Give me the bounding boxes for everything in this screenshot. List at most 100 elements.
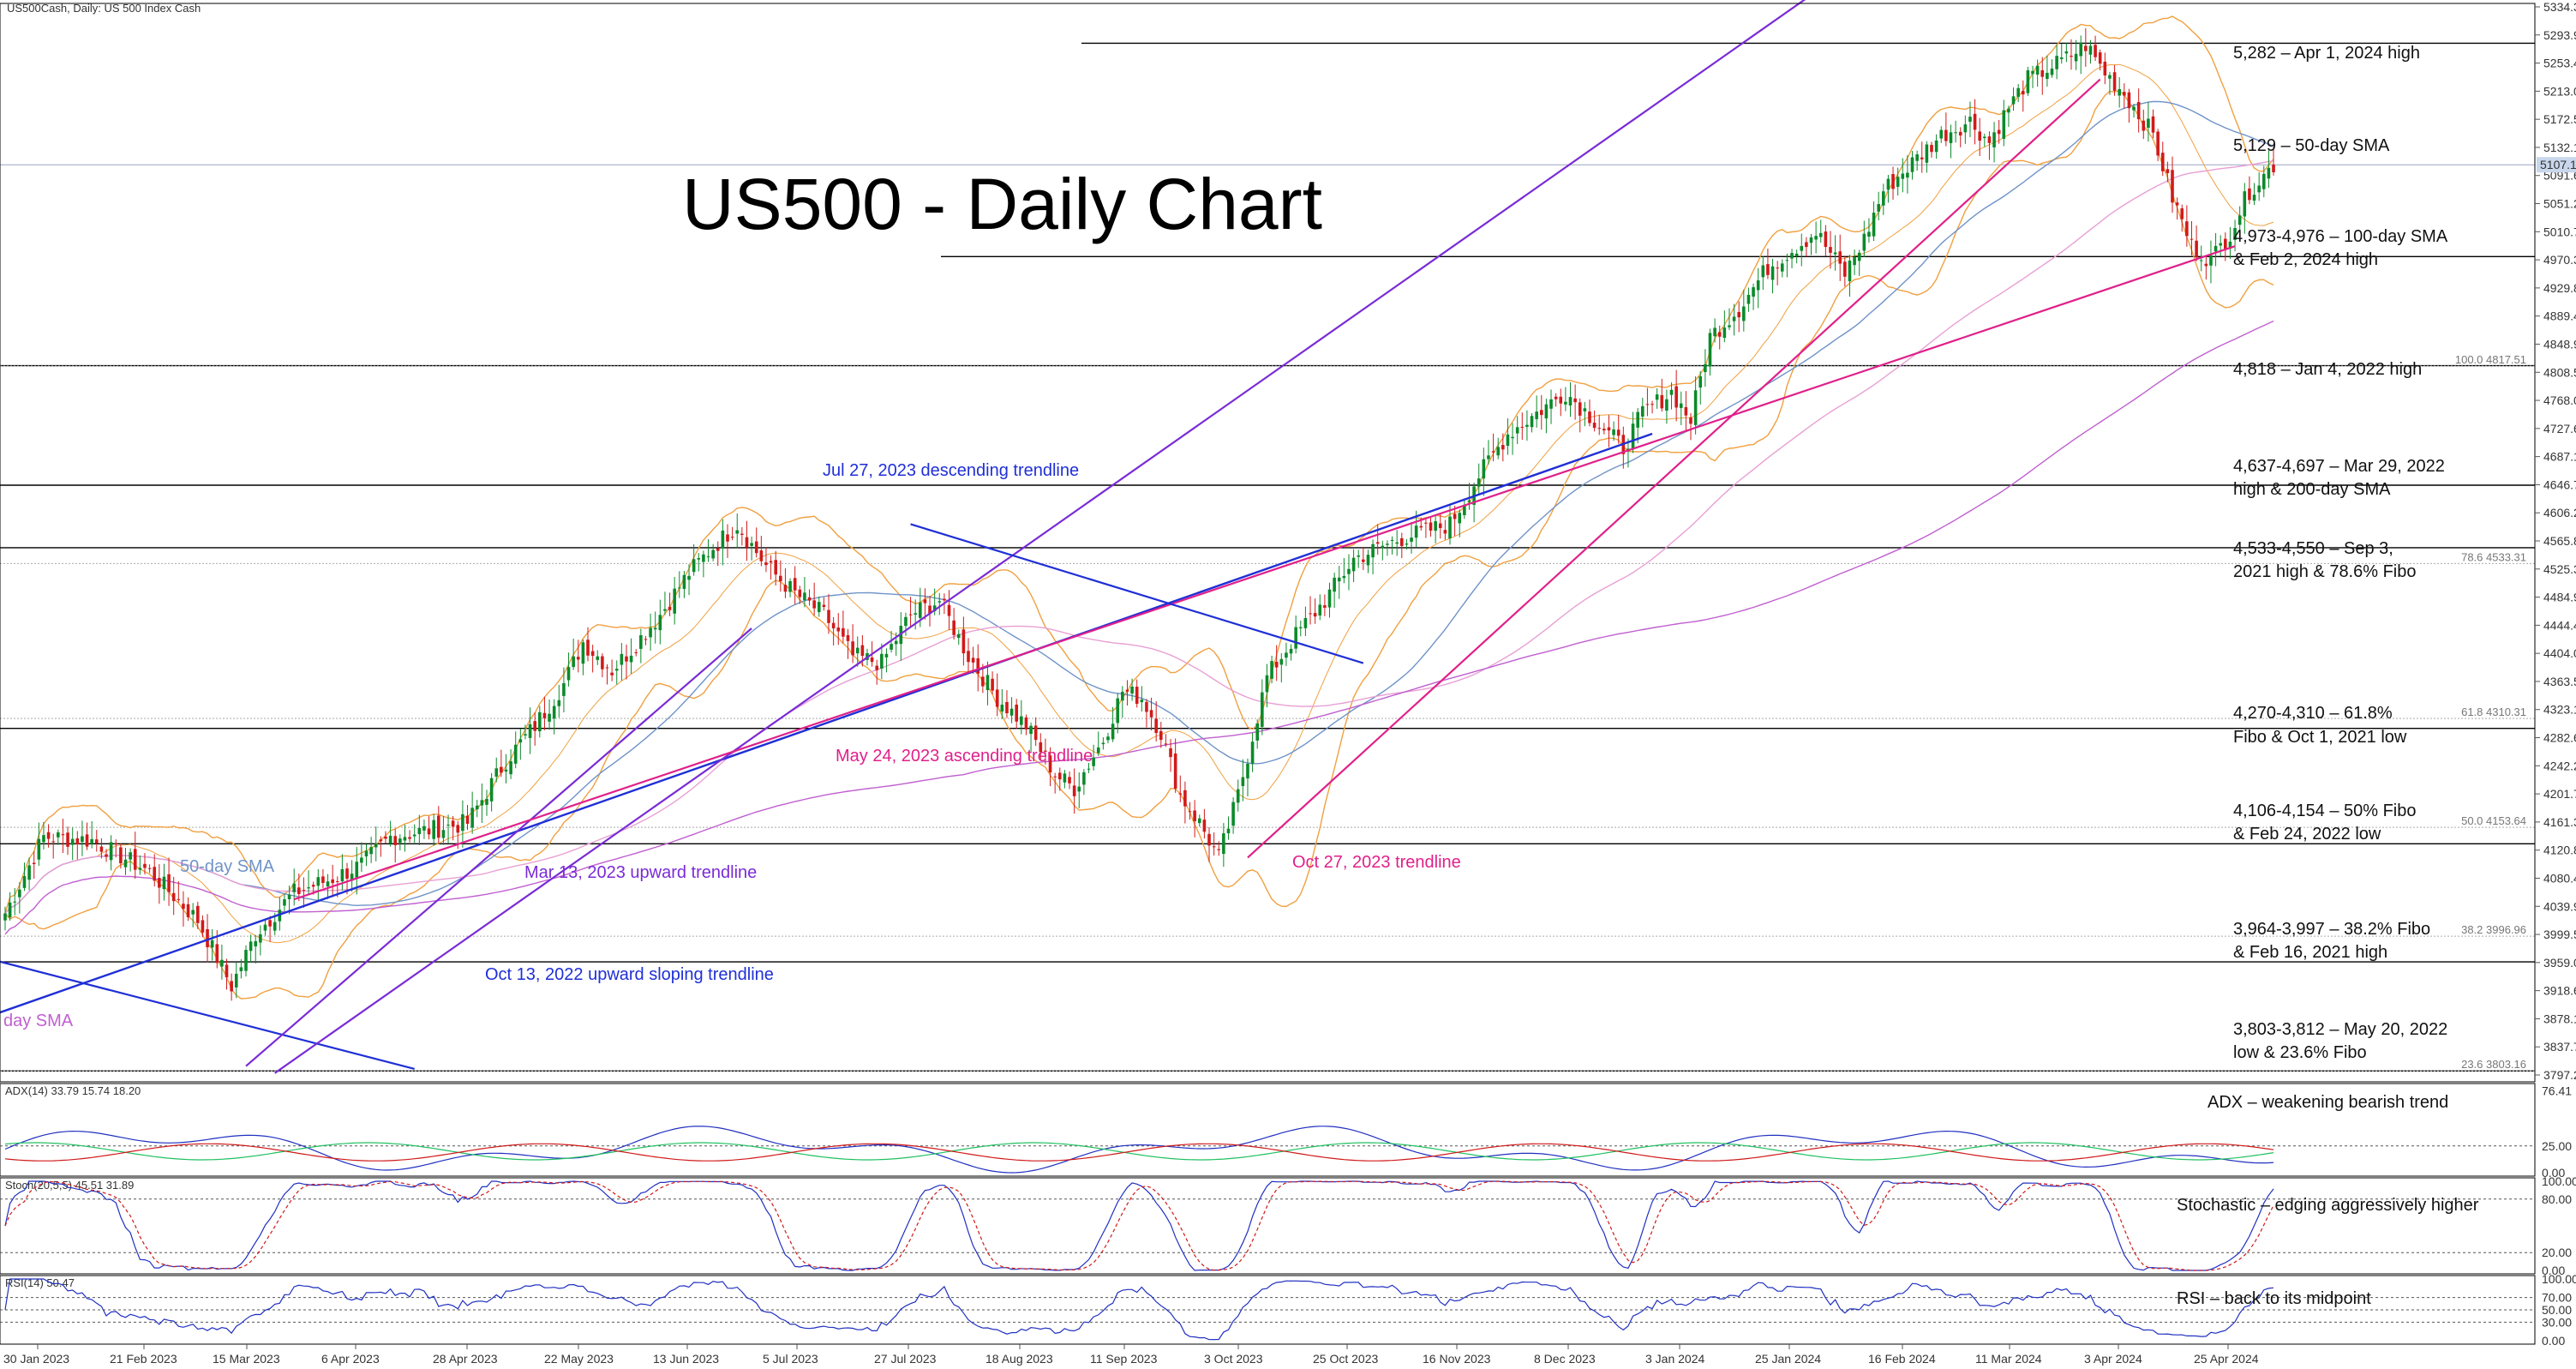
candle-body <box>919 602 922 618</box>
y-tick-label: 5051.22 <box>2543 197 2576 211</box>
candle-body <box>123 859 128 868</box>
stoch-d-line <box>4 1180 2274 1271</box>
x-tick-label: 16 Feb 2024 <box>1868 1352 1936 1366</box>
candle-body <box>470 808 474 828</box>
candle-body <box>1539 410 1543 416</box>
candle-body <box>1236 789 1240 803</box>
candle-body <box>1443 530 1447 534</box>
candle-body <box>61 834 65 836</box>
candle-body <box>548 713 551 722</box>
level-annotation: RSI – back to its midpoint <box>2177 1289 2371 1308</box>
candle-body <box>1949 132 1953 143</box>
candle-body <box>2175 202 2179 206</box>
candle-body <box>1785 260 1789 261</box>
candle-body <box>1130 686 1134 694</box>
candle-body <box>2123 92 2126 96</box>
candle-body <box>1453 513 1457 519</box>
candle-body <box>634 651 638 653</box>
candle-body <box>1327 589 1332 608</box>
candle-body <box>273 922 277 931</box>
candle-body <box>1400 537 1404 546</box>
candle-body <box>191 910 195 915</box>
candle-body <box>1867 231 1871 237</box>
candle-body <box>914 613 917 615</box>
candle-body <box>1197 818 1201 824</box>
candle-body <box>1645 404 1650 405</box>
candle-body <box>2070 55 2073 57</box>
candle-body <box>18 889 21 898</box>
candle-body <box>769 561 773 563</box>
candle-body <box>884 653 889 657</box>
candle-body <box>292 883 296 892</box>
y-tick-label: 5132.12 <box>2543 141 2576 154</box>
candle-body <box>1597 428 1602 429</box>
indicator-panels: ADX(14) 33.79 15.74 18.20 76.41 25.00 0.00 S… <box>0 1083 2576 1348</box>
candle-body <box>711 549 715 559</box>
candle-body <box>1390 539 1394 541</box>
candle-body <box>1357 555 1361 557</box>
y-tick-label: 5334.37 <box>2543 0 2576 14</box>
candle-body <box>1882 191 1885 206</box>
y-tick-label: 5293.96 <box>2543 28 2576 42</box>
candle-body <box>923 599 927 603</box>
x-tick-label: 3 Oct 2023 <box>1204 1352 1263 1366</box>
candle-body <box>1116 698 1120 724</box>
candle-body <box>1261 692 1264 727</box>
candle-body <box>2267 167 2271 179</box>
candle-body <box>1660 394 1664 409</box>
candle-body <box>2261 173 2266 189</box>
candle-body <box>254 940 258 946</box>
candle-body <box>1347 568 1351 574</box>
candle-body <box>552 706 556 719</box>
candle-body <box>297 887 301 894</box>
candle-body <box>995 689 999 707</box>
sma-100 <box>4 159 2274 915</box>
candle-body <box>1934 140 1938 153</box>
x-tick-label: 6 Apr 2023 <box>321 1352 380 1366</box>
candle-body <box>860 645 865 657</box>
candle-body <box>1612 429 1615 435</box>
x-tick-label: 30 Jan 2023 <box>3 1352 69 1366</box>
candle-body <box>1910 157 1914 172</box>
adx-panel-tick: 0.00 <box>2542 1166 2565 1180</box>
candle-body <box>446 825 450 826</box>
y-tick-label: 4727.62 <box>2543 422 2576 435</box>
candle-body <box>143 863 147 868</box>
candle-body <box>1992 132 1996 147</box>
rsi-panel-tick: 30.00 <box>2542 1315 2572 1329</box>
candle-body <box>687 575 691 580</box>
candle-body <box>1154 718 1158 734</box>
candle-body <box>1915 154 1919 161</box>
candle-body <box>249 941 253 952</box>
candle-body <box>316 877 321 886</box>
candle-body <box>1092 757 1095 766</box>
candle-body <box>432 820 435 839</box>
x-tick-label: 22 May 2023 <box>544 1352 614 1366</box>
candle-body <box>1434 521 1437 531</box>
candle-body <box>1246 763 1249 779</box>
candle-body <box>928 605 932 615</box>
candle-body <box>2171 170 2174 203</box>
candle-body <box>1805 242 1808 248</box>
x-tick-label: 15 Mar 2023 <box>213 1352 280 1366</box>
candle-body <box>754 541 758 554</box>
candle-body <box>1780 263 1784 272</box>
candle-body <box>807 597 812 601</box>
y-tick-label: 4039.97 <box>2543 899 2576 913</box>
candle-body <box>601 656 604 669</box>
candle-body <box>1756 280 1760 291</box>
candle-body <box>938 601 942 603</box>
candle-body <box>2142 120 2146 131</box>
candle-body <box>1053 776 1057 778</box>
candle-body <box>119 847 123 864</box>
candle-body <box>427 828 431 835</box>
candle-body <box>2064 51 2069 54</box>
channel-upper <box>274 0 1806 1074</box>
candle-body <box>1520 426 1525 428</box>
candle-body <box>1381 545 1385 549</box>
candle-body <box>1386 543 1389 545</box>
candle-body <box>855 647 860 654</box>
candle-body <box>360 857 363 863</box>
candle-body <box>1794 253 1799 256</box>
candle-body <box>557 700 561 706</box>
